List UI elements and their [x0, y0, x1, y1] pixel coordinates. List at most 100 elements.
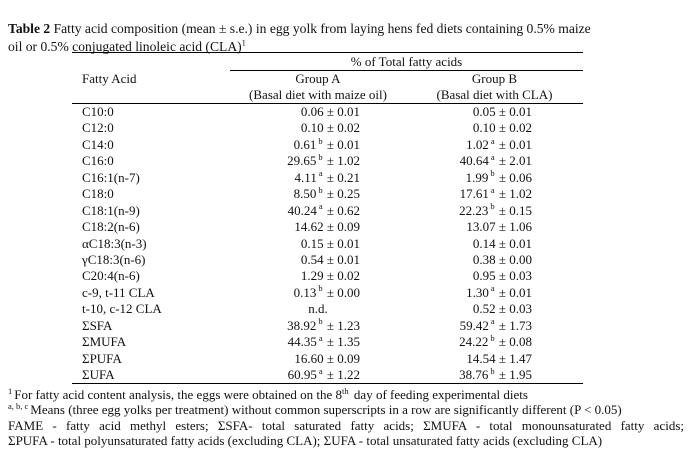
table-row: C20:4(n-6) 1.29 ± 0.02 0.95 ± 0.03	[72, 268, 583, 284]
subtitle-spacer	[72, 87, 230, 103]
standard-error: ± 0.00	[495, 251, 532, 267]
table-row: ΣUFA 60.95 a ± 1.22 38.76 b ± 1.95	[72, 365, 583, 383]
table-row: c-9, t-11 CLA 0.13 b ± 0.00 1.30 a ± 0.01	[72, 283, 583, 301]
value-cell-group-b: 14.54 ± 1.47	[406, 351, 583, 367]
value-cell-group-a: 29.65 b ± 1.02	[230, 153, 406, 169]
standard-error: ± 0.15	[495, 202, 532, 218]
fatty-acid-label: ΣSFA	[82, 317, 113, 333]
header-spacer	[72, 53, 230, 71]
value-cell-group-b: 13.07 ± 1.06	[406, 219, 583, 235]
significance-superscript: a	[490, 184, 495, 195]
significance-superscript: b	[490, 365, 495, 376]
table-row: C12:0 0.10 ± 0.02 0.10 ± 0.02	[72, 120, 583, 136]
value-cell-group-a: 40.24 a ± 0.62	[230, 202, 406, 219]
standard-error: ± 0.08	[495, 334, 532, 350]
standard-error: ± 2.01	[495, 153, 532, 169]
standard-error: ± 0.06	[495, 169, 532, 185]
standard-error: ± 0.02	[323, 268, 360, 284]
standard-error: ± 0.09	[323, 219, 360, 235]
mean-value: 44.35	[287, 334, 317, 350]
column-subtitle-group-b: (Basal diet with CLA)	[436, 87, 553, 102]
fatty-acid-label: C10:0	[82, 104, 114, 119]
standard-error: ± 0.01	[323, 235, 360, 251]
mean-value: 60.95	[287, 367, 317, 382]
table-row: αC18:3(n-3) 0.15 ± 0.01 0.14 ± 0.01	[72, 236, 583, 252]
fatty-acid-label: ΣMUFA	[82, 334, 127, 350]
mean-value: 38.76	[459, 367, 489, 382]
value-cell-group-a: 1.29 ± 0.02	[230, 268, 406, 284]
value-cell-group-b: 24.22 b ± 0.08	[406, 334, 583, 350]
standard-error: ± 1.95	[495, 367, 532, 382]
group-subtitle-row: (Basal diet with maize oil) (Basal diet …	[72, 87, 583, 103]
value-cell-group-b: 0.38 ± 0.00	[406, 252, 583, 268]
fatty-acid-label: C18:2(n-6)	[82, 219, 140, 235]
value-cell-group-b: 1.30 a ± 0.01	[406, 283, 583, 301]
fatty-acid-table: % of Total fatty acids Fatty Acid Group …	[72, 52, 583, 385]
mean-value: 0.15	[300, 235, 324, 251]
value-cell-group-a: 0.06 ± 0.01	[230, 104, 406, 120]
group-name-row: Fatty Acid Group A Group B	[72, 71, 583, 87]
table-caption-label: Table 2	[8, 20, 51, 36]
span-header-percent-total: % of Total fatty acids	[230, 53, 583, 71]
mean-value: 0.14	[472, 235, 496, 251]
mean-value: 22.23	[459, 202, 489, 218]
mean-value: 24.22	[459, 334, 489, 350]
standard-error: ± 0.21	[323, 169, 360, 185]
mean-value: 0.38	[472, 251, 496, 267]
standard-error: ± 1.02	[323, 153, 360, 169]
significance-superscript: b	[318, 316, 323, 327]
table-row: C10:0 0.06 ± 0.01 0.05 ± 0.01	[72, 104, 583, 120]
value-cell-group-b: 40.64 a ± 2.01	[406, 153, 583, 169]
significance-superscript: a	[490, 283, 495, 294]
standard-error: ± 1.23	[323, 317, 360, 333]
table-header: % of Total fatty acids Fatty Acid Group …	[72, 53, 583, 104]
value-cell-group-a: 0.13 b ± 0.00	[230, 284, 406, 301]
table-row: C16:1(n-7) 4.11 a ± 0.21 1.99 b ± 0.06	[72, 169, 583, 186]
mean-value: 40.24	[287, 202, 317, 218]
standard-error: ± 0.62	[323, 202, 360, 218]
footnote-1-text-end: day of feeding experimental diets	[350, 387, 528, 402]
table-row: t-10, c-12 CLA n.d. 0.52 ± 0.03	[72, 301, 583, 317]
value-cell-group-a: 8.50 b ± 0.25	[230, 186, 406, 202]
table-row: ΣMUFA 44.35 a ± 1.35 24.22 b ± 0.08	[72, 334, 583, 350]
table-caption: Table 2 Fatty acid composition (mean ± s…	[8, 20, 684, 56]
column-header-group-a: Group A	[295, 71, 341, 86]
footnote-3-line1: FAME - fatty acid methyl esters; ΣSFA- t…	[8, 417, 684, 433]
value-cell-group-b: 22.23 b ± 0.15	[406, 202, 583, 219]
table-row: ΣSFA 38.92 b ± 1.23 59.42 a ± 1.73	[72, 316, 583, 334]
footnotes: 1 For fatty acid content analysis, the eg…	[8, 386, 684, 449]
mean-value: 0.13	[293, 284, 317, 300]
fatty-acid-label: ΣPUFA	[82, 350, 122, 366]
table-caption-line1: Fatty acid composition (mean ± s.e.) in …	[50, 20, 591, 36]
standard-error: ± 0.01	[495, 136, 532, 152]
standard-error: ± 1.73	[495, 317, 532, 333]
table-body: C10:0 0.06 ± 0.01 0.05 ± 0.01 C12:0 0.10 ± 0…	[72, 104, 583, 383]
value-cell-group-a: 44.35 a ± 1.35	[230, 334, 406, 350]
standard-error: ± 1.02	[495, 186, 532, 202]
standard-error: ± 1.35	[323, 334, 360, 350]
standard-error: ± 0.01	[495, 284, 532, 300]
fatty-acid-label: γC18:3(n-6)	[82, 251, 146, 267]
value-cell-group-b: 0.05 ± 0.01	[406, 104, 583, 120]
standard-error: ± 0.01	[323, 136, 360, 152]
standard-error: ± 0.09	[323, 350, 360, 366]
table-row: C16:0 29.65 b ± 1.02 40.64 a ± 2.01	[72, 153, 583, 169]
significance-superscript: a	[490, 135, 495, 146]
mean-value: 0.06	[300, 104, 324, 119]
significance-superscript: b	[318, 135, 323, 146]
fatty-acid-label: ΣUFA	[82, 367, 115, 382]
mean-value: 14.54	[466, 350, 496, 366]
value-cell-group-a: 0.54 ± 0.01	[230, 252, 406, 268]
mean-value: 13.07	[466, 219, 496, 235]
table-row: ΣPUFA 16.60 ± 0.09 14.54 ± 1.47	[72, 351, 583, 367]
fatty-acid-label: C16:0	[82, 153, 114, 169]
column-header-group-b: Group B	[471, 71, 518, 86]
fatty-acid-label: αC18:3(n-3)	[82, 235, 147, 251]
standard-error: ± 0.01	[495, 235, 532, 251]
fatty-acid-label: C18:0	[82, 186, 114, 202]
table-caption-footnote-ref: 1	[241, 37, 246, 48]
table-row: C18:0 8.50 b ± 0.25 17.61 a ± 1.02	[72, 186, 583, 202]
fatty-acid-label: C20:4(n-6)	[82, 268, 140, 284]
mean-value: 40.64	[459, 153, 489, 169]
span-header-row: % of Total fatty acids	[72, 53, 583, 71]
